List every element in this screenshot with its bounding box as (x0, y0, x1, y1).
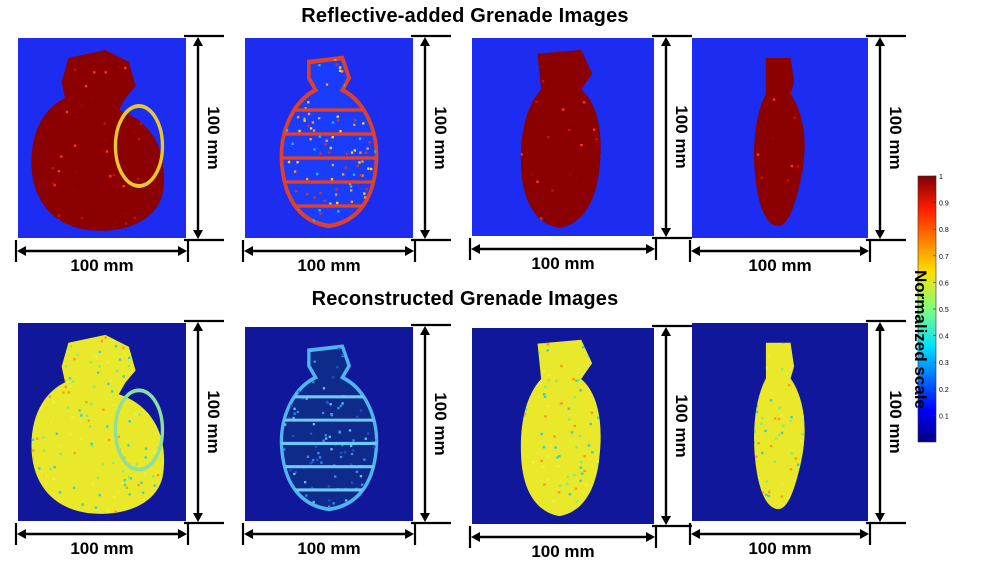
height-dimension-label: 100 mm (431, 392, 450, 456)
image-background (245, 38, 413, 238)
width-dimension-label: 100 mm (297, 256, 361, 275)
colorbar-graphic: 1 0.9 0.8 0.7 0.6 0.5 0.4 0.3 0.2 0.1 (917, 174, 949, 443)
image-background (472, 328, 654, 524)
height-dimension-label: 100 mm (204, 106, 223, 170)
image-background (472, 38, 654, 236)
width-dimension-label: 100 mm (531, 542, 595, 561)
colorbar-tick-label: 0.8 (939, 227, 949, 234)
colorbar-tick-label: 0.1 (939, 413, 949, 420)
image-background (692, 323, 868, 521)
grenade-silhouette (520, 49, 601, 229)
width-dimension-label: 100 mm (748, 256, 812, 275)
width-dimension-label: 100 mm (748, 539, 812, 558)
width-dimension-label: 100 mm (70, 256, 134, 275)
width-dimension-label: 100 mm (531, 254, 595, 273)
height-dimension-label: 100 mm (886, 390, 905, 454)
colorbar-tick-label: 0.9 (939, 201, 949, 208)
image-background (245, 327, 413, 521)
colorbar-tick-label: 0.4 (939, 334, 949, 341)
height-dimension-label: 100 mm (672, 105, 691, 169)
grenade-silhouette (31, 50, 165, 231)
grenade-silhouette (31, 334, 165, 514)
image-background (18, 323, 186, 521)
grenade-silhouette (754, 58, 805, 226)
grenade-silhouette (279, 344, 379, 512)
height-dimension-label: 100 mm (886, 106, 905, 170)
colorbar-tick-label: 0.6 (939, 280, 949, 287)
colorbar-tick-label: 0.3 (939, 360, 949, 367)
grenade-silhouette (754, 342, 805, 510)
width-dimension-label: 100 mm (70, 539, 134, 558)
colorbar-tick-label: 0.7 (939, 254, 949, 261)
colorbar-tick-label: 1 (939, 174, 943, 181)
grenade-silhouette (520, 339, 601, 517)
grenade-silhouette (279, 55, 379, 229)
height-dimension-label: 100 mm (672, 394, 691, 458)
height-dimension-label: 100 mm (431, 106, 450, 170)
image-background (18, 38, 186, 238)
colorbar-label: Normalized scale (911, 270, 930, 409)
height-dimension-label: 100 mm (204, 390, 223, 454)
colorbar-tick-label: 0.5 (939, 307, 949, 314)
top-row-title: Reflective-added Grenade Images (301, 5, 629, 27)
width-dimension-label: 100 mm (297, 539, 361, 558)
image-background (692, 38, 868, 238)
colorbar-tick-label: 0.2 (939, 387, 949, 394)
bottom-row-title: Reconstructed Grenade Images (311, 288, 619, 310)
